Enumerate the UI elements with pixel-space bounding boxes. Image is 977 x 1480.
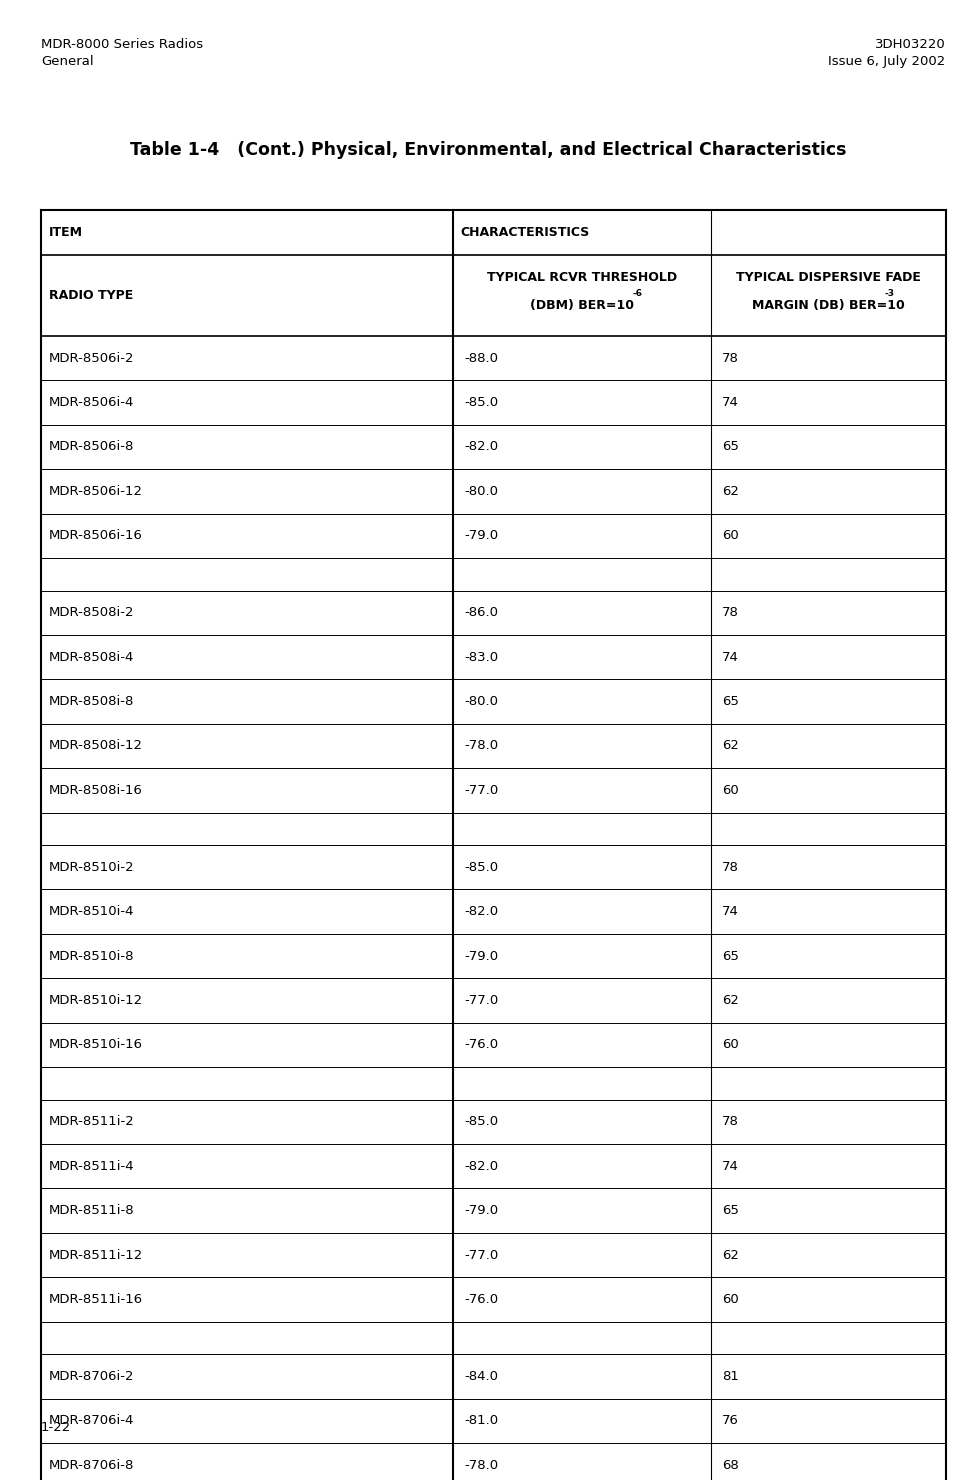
Text: 62: 62 (722, 1249, 740, 1261)
Text: -85.0: -85.0 (464, 1116, 498, 1128)
Text: -3: -3 (885, 289, 895, 297)
Text: -76.0: -76.0 (464, 1039, 498, 1051)
Text: 74: 74 (722, 906, 740, 918)
Text: MDR-8506i-8: MDR-8506i-8 (49, 441, 134, 453)
Text: -85.0: -85.0 (464, 861, 498, 873)
Text: -82.0: -82.0 (464, 906, 498, 918)
Text: MDR-8508i-12: MDR-8508i-12 (49, 740, 143, 752)
Text: -80.0: -80.0 (464, 485, 498, 497)
Text: 68: 68 (722, 1459, 739, 1471)
Text: MDR-8706i-4: MDR-8706i-4 (49, 1415, 134, 1427)
Text: MDR-8511i-8: MDR-8511i-8 (49, 1205, 135, 1217)
Text: 81: 81 (722, 1370, 740, 1382)
Text: MDR-8506i-16: MDR-8506i-16 (49, 530, 143, 542)
Text: 78: 78 (722, 352, 740, 364)
Text: -88.0: -88.0 (464, 352, 498, 364)
Text: 74: 74 (722, 1160, 740, 1172)
Text: -6: -6 (632, 289, 643, 297)
Text: -83.0: -83.0 (464, 651, 498, 663)
Text: MDR-8510i-8: MDR-8510i-8 (49, 950, 135, 962)
Text: MDR-8508i-16: MDR-8508i-16 (49, 784, 143, 796)
Text: -77.0: -77.0 (464, 1249, 498, 1261)
Text: 74: 74 (722, 397, 740, 408)
Text: MDR-8510i-12: MDR-8510i-12 (49, 995, 143, 1006)
Text: 65: 65 (722, 441, 740, 453)
Text: 76: 76 (722, 1415, 740, 1427)
Text: 62: 62 (722, 485, 740, 497)
Text: ITEM: ITEM (49, 226, 83, 238)
Text: 65: 65 (722, 950, 740, 962)
Text: -79.0: -79.0 (464, 530, 498, 542)
Text: MDR-8511i-2: MDR-8511i-2 (49, 1116, 135, 1128)
Text: -85.0: -85.0 (464, 397, 498, 408)
Text: MDR-8706i-2: MDR-8706i-2 (49, 1370, 135, 1382)
Text: MDR-8511i-12: MDR-8511i-12 (49, 1249, 143, 1261)
Text: MDR-8506i-12: MDR-8506i-12 (49, 485, 143, 497)
Text: 60: 60 (722, 1294, 739, 1305)
Text: -77.0: -77.0 (464, 995, 498, 1006)
Text: 62: 62 (722, 740, 740, 752)
Text: -78.0: -78.0 (464, 740, 498, 752)
Text: MDR-8000 Series Radios
General: MDR-8000 Series Radios General (41, 38, 203, 68)
Text: CHARACTERISTICS: CHARACTERISTICS (460, 226, 590, 238)
Text: -84.0: -84.0 (464, 1370, 498, 1382)
Text: MDR-8510i-2: MDR-8510i-2 (49, 861, 135, 873)
Text: -77.0: -77.0 (464, 784, 498, 796)
Text: RADIO TYPE: RADIO TYPE (49, 289, 133, 302)
Text: MDR-8706i-8: MDR-8706i-8 (49, 1459, 134, 1471)
Text: MDR-8506i-2: MDR-8506i-2 (49, 352, 135, 364)
Text: MARGIN (DB) BER=10: MARGIN (DB) BER=10 (751, 299, 905, 311)
Text: 60: 60 (722, 1039, 739, 1051)
Text: MDR-8508i-8: MDR-8508i-8 (49, 696, 134, 707)
Text: MDR-8506i-4: MDR-8506i-4 (49, 397, 134, 408)
Text: 65: 65 (722, 696, 740, 707)
Text: 60: 60 (722, 784, 739, 796)
Text: -79.0: -79.0 (464, 1205, 498, 1217)
Text: 78: 78 (722, 1116, 740, 1128)
Text: -79.0: -79.0 (464, 950, 498, 962)
Text: MDR-8511i-16: MDR-8511i-16 (49, 1294, 143, 1305)
Text: MDR-8511i-4: MDR-8511i-4 (49, 1160, 135, 1172)
Text: MDR-8510i-16: MDR-8510i-16 (49, 1039, 143, 1051)
Text: 65: 65 (722, 1205, 740, 1217)
Text: -82.0: -82.0 (464, 441, 498, 453)
Text: -86.0: -86.0 (464, 607, 498, 619)
Text: MDR-8508i-4: MDR-8508i-4 (49, 651, 134, 663)
Text: -76.0: -76.0 (464, 1294, 498, 1305)
Text: TYPICAL DISPERSIVE FADE: TYPICAL DISPERSIVE FADE (736, 271, 920, 284)
Text: 1-22: 1-22 (41, 1421, 71, 1434)
Text: 74: 74 (722, 651, 740, 663)
Text: -82.0: -82.0 (464, 1160, 498, 1172)
Text: -78.0: -78.0 (464, 1459, 498, 1471)
Text: (DBM) BER=10: (DBM) BER=10 (530, 299, 634, 311)
Text: 78: 78 (722, 861, 740, 873)
Text: 60: 60 (722, 530, 739, 542)
Text: 78: 78 (722, 607, 740, 619)
Text: 62: 62 (722, 995, 740, 1006)
Text: TYPICAL RCVR THRESHOLD: TYPICAL RCVR THRESHOLD (487, 271, 677, 284)
Text: MDR-8510i-4: MDR-8510i-4 (49, 906, 135, 918)
Text: -81.0: -81.0 (464, 1415, 498, 1427)
Text: -80.0: -80.0 (464, 696, 498, 707)
Text: MDR-8508i-2: MDR-8508i-2 (49, 607, 135, 619)
Text: 3DH03220
Issue 6, July 2002: 3DH03220 Issue 6, July 2002 (828, 38, 946, 68)
Text: Table 1-4   (Cont.) Physical, Environmental, and Electrical Characteristics: Table 1-4 (Cont.) Physical, Environmenta… (130, 141, 847, 158)
